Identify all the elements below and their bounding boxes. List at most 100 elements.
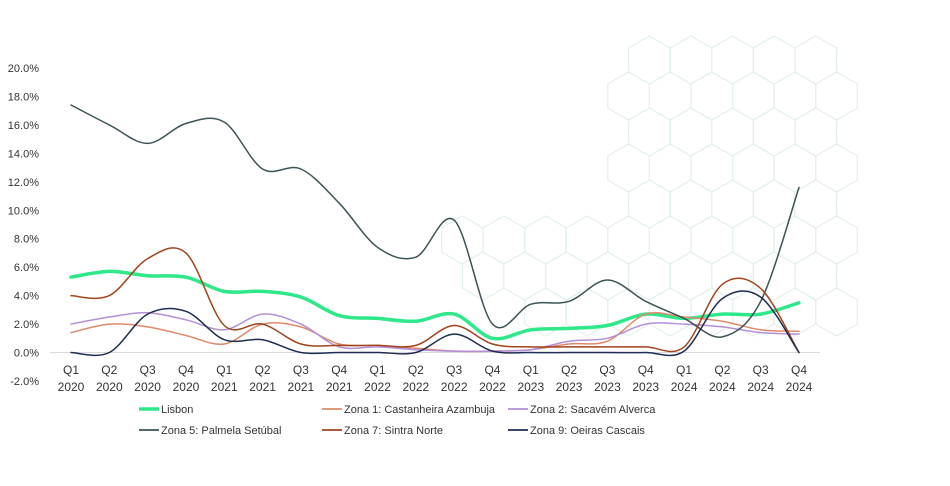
legend-label: Zona 7: Sintra Norte	[344, 425, 443, 437]
hexagon-shape	[815, 287, 858, 337]
hexagon-shape	[773, 215, 817, 265]
x-tick-label-quarter: Q1	[370, 363, 386, 377]
legend-item: Zona 9: Oeiras Cascais	[508, 425, 645, 437]
hexagon-shape	[669, 179, 713, 229]
legend-item: Lisbon	[139, 404, 193, 416]
hexagon-shape	[731, 71, 775, 121]
x-tick-label-quarter: Q4	[791, 363, 807, 377]
x-tick-label-year: 2020	[134, 380, 161, 394]
hexagon-shape	[711, 35, 754, 85]
x-tick-label-quarter: Q3	[599, 363, 615, 377]
x-tick-label-year: 2022	[479, 380, 506, 394]
hexagon-shape	[731, 143, 775, 193]
hexagon-shape	[669, 107, 713, 157]
legend-label: Zona 2: Sacavém Alverca	[530, 404, 656, 416]
hexagon-shape	[648, 71, 692, 121]
x-tick-label-year: 2023	[517, 380, 544, 394]
x-tick-label-quarter: Q2	[561, 363, 577, 377]
y-tick-label: -2.0%	[10, 376, 39, 388]
hexagon-shape	[627, 251, 671, 301]
hexagon-shape	[627, 179, 671, 229]
hexagon-shape	[586, 251, 630, 301]
series-line-3	[70, 311, 800, 353]
legend-label: Zona 9: Oeiras Cascais	[530, 425, 645, 437]
series-line-6	[70, 290, 800, 357]
hexagon-shape	[794, 107, 838, 157]
legend-label: Zona 1: Castanheira Azambuja	[344, 404, 496, 416]
hexagon-shape	[752, 107, 796, 157]
y-tick-label: 0.0%	[14, 348, 39, 360]
hexagon-shape	[565, 215, 609, 265]
hexagon-shape	[815, 215, 858, 265]
y-tick-label: 12.0%	[8, 177, 39, 189]
x-tick-label-quarter: Q4	[331, 363, 347, 377]
series-line-5	[70, 247, 800, 354]
hexagon-shape	[648, 215, 692, 265]
x-tick-label-quarter: Q1	[523, 363, 539, 377]
legend-item: Zona 1: Castanheira Azambuja	[322, 404, 496, 416]
hexagon-shape	[524, 215, 567, 265]
x-tick-label-year: 2021	[326, 380, 353, 394]
x-tick-label-year: 2022	[441, 380, 468, 394]
hexagon-shape	[711, 107, 754, 157]
y-tick-label: 14.0%	[8, 148, 39, 160]
x-tick-label-quarter: Q3	[293, 363, 309, 377]
x-tick-label-quarter: Q2	[408, 363, 424, 377]
series-lines	[69, 104, 801, 357]
x-tick-label-quarter: Q1	[216, 363, 232, 377]
y-tick-label: 16.0%	[8, 120, 39, 132]
hexagon-shape	[731, 215, 775, 265]
legend-label: Zona 5: Palmela Setúbal	[161, 425, 281, 437]
hexagon-shape	[482, 215, 526, 265]
hexagon-shape	[627, 107, 671, 157]
hexagon-shape	[815, 143, 858, 193]
hexagon-shape	[669, 251, 713, 301]
y-tick-label: 18.0%	[8, 91, 39, 103]
x-tick-label-quarter: Q4	[638, 363, 654, 377]
hexagon-shape	[461, 251, 505, 301]
x-tick-label-year: 2021	[288, 380, 315, 394]
hexagon-shape	[648, 143, 692, 193]
x-tick-label-year: 2021	[211, 380, 238, 394]
legend-item: Zona 7: Sintra Norte	[322, 425, 443, 437]
y-axis: -2.0% 0.0% 2.0% 4.0% 6.0% 8.0% 10.0% 12.0% 14.0%…	[8, 63, 39, 388]
legend-item: Zona 2: Sacavém Alverca	[508, 404, 656, 416]
x-tick-label-quarter: Q1	[676, 363, 692, 377]
hexagon-shape	[794, 251, 838, 301]
x-tick-label-year: 2020	[173, 380, 200, 394]
legend-label: Lisbon	[161, 404, 193, 416]
hexagon-shape	[627, 35, 671, 85]
x-tick-label-quarter: Q3	[446, 363, 462, 377]
x-tick-label-year: 2022	[364, 380, 391, 394]
hexagon-shape	[773, 71, 817, 121]
x-tick-label-year: 2021	[249, 380, 276, 394]
legend-item: Zona 5: Palmela Setúbal	[139, 425, 281, 437]
y-tick-label: 10.0%	[8, 205, 39, 217]
x-tick-label-quarter: Q2	[255, 363, 271, 377]
x-tick-label-year: 2024	[747, 380, 774, 394]
y-tick-label: 20.0%	[8, 63, 39, 75]
x-tick-label-year: 2024	[786, 380, 813, 394]
hexagon-shape	[773, 287, 817, 337]
y-tick-label: 6.0%	[14, 262, 39, 274]
x-tick-label-year: 2020	[96, 380, 123, 394]
hexagon-shape	[441, 215, 484, 265]
x-tick-label-year: 2023	[594, 380, 621, 394]
x-tick-label-quarter: Q2	[714, 363, 730, 377]
series-line-1	[69, 269, 801, 341]
x-tick-label-quarter: Q3	[753, 363, 769, 377]
x-tick-label-year: 2022	[402, 380, 429, 394]
hexagon-shape	[607, 143, 651, 193]
hexagon-shape	[690, 143, 734, 193]
hexagon-shape	[503, 251, 547, 301]
hexagon-shape	[669, 35, 713, 85]
hexagon-shape	[752, 251, 796, 301]
x-tick-label-quarter: Q4	[484, 363, 500, 377]
hexagon-shape	[544, 251, 588, 301]
x-tick-label-year: 2023	[632, 380, 659, 394]
x-tick-label-quarter: Q3	[140, 363, 156, 377]
y-tick-label: 4.0%	[14, 291, 39, 303]
hexagon-shape	[711, 179, 754, 229]
